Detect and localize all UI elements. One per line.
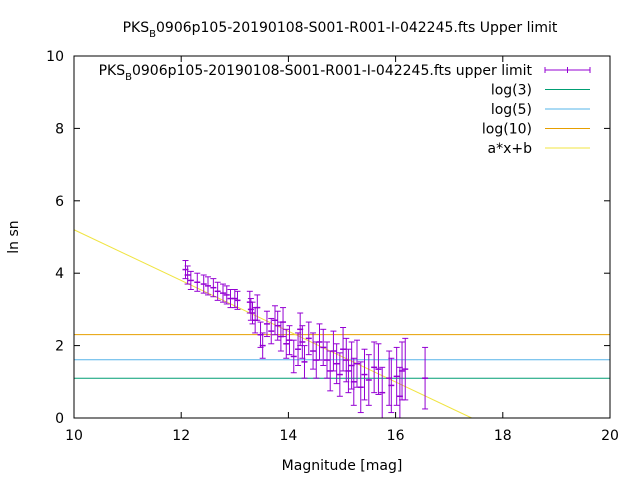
data-point [345, 348, 352, 394]
data-point [223, 285, 230, 305]
data-point [280, 307, 287, 338]
data-point [263, 310, 270, 338]
data-point [393, 346, 400, 406]
x-axis-label: Magnitude [mag] [282, 458, 403, 474]
plot-frame [73, 55, 611, 419]
x-tick-label: 10 [65, 428, 83, 444]
data-point [234, 290, 241, 310]
y-tick-label: 0 [55, 411, 64, 427]
data-point [330, 330, 337, 372]
data-point [323, 341, 330, 379]
data-point [220, 283, 227, 303]
data-point [350, 357, 357, 406]
x-tick-label: 20 [601, 428, 619, 444]
y-tick-label: 6 [55, 194, 64, 210]
data-point [210, 278, 217, 298]
chart-title: PKSB0906p105-20190108-S001-R001-I-042245… [123, 20, 558, 40]
legend-entry: log(10) [482, 122, 590, 138]
y-tick-label: 2 [55, 339, 64, 355]
data-point [336, 352, 343, 397]
data-point [305, 321, 312, 356]
legend-label: log(5) [491, 102, 532, 118]
y-axis-label: ln sn [6, 220, 22, 253]
y-tick-label: 10 [46, 49, 64, 65]
x-tick-label: 12 [172, 428, 190, 444]
data-point [283, 328, 290, 359]
y-tick-label: 4 [55, 266, 64, 282]
data-point [357, 361, 364, 414]
data-point [272, 305, 278, 336]
data-point [422, 346, 429, 410]
x-tick-label: 14 [279, 428, 297, 444]
data-point [194, 272, 201, 292]
legend-label: a*x+b [488, 141, 533, 157]
data-point [187, 270, 194, 290]
x-axis-ticks: 10 12 14 16 18 20 [65, 56, 619, 444]
legend-entry: log(3) [491, 83, 590, 99]
legend: PKSB0906p105-20190108-S001-R001-I-042245… [99, 63, 591, 157]
data-point [259, 332, 266, 359]
data-point [301, 345, 308, 379]
data-point [402, 337, 409, 401]
x-tick-label: 16 [387, 428, 405, 444]
data-point [290, 339, 297, 374]
data-point [200, 274, 207, 294]
data-point [254, 294, 261, 321]
data-point [214, 281, 221, 301]
x-tick-label: 18 [494, 428, 512, 444]
data-points [182, 260, 429, 419]
data-point [361, 348, 368, 401]
data-point [375, 343, 382, 395]
data-point [320, 328, 327, 367]
data-point [365, 354, 372, 406]
data-point [310, 332, 317, 370]
data-point [274, 310, 281, 341]
data-point [268, 317, 275, 345]
legend-entry: a*x+b [488, 141, 590, 157]
reference-lines [74, 334, 610, 379]
data-point [388, 357, 395, 414]
legend-label: PKSB0906p105-20190108-S001-R001-I-042245… [99, 63, 533, 83]
y-axis-ticks: 0 2 4 6 8 10 [46, 49, 610, 427]
legend-entry: PKSB0906p105-20190108-S001-R001-I-042245… [99, 63, 591, 83]
data-point [340, 327, 347, 372]
legend-label: log(10) [482, 122, 532, 138]
data-point [231, 288, 238, 309]
data-point [316, 323, 323, 361]
legend-entry: log(5) [491, 102, 590, 118]
data-point [333, 343, 340, 385]
y-tick-label: 8 [55, 121, 64, 137]
data-point [184, 265, 191, 285]
data-point [399, 341, 406, 401]
data-point [371, 341, 378, 394]
data-point [205, 276, 211, 296]
legend-label: log(3) [491, 83, 532, 99]
